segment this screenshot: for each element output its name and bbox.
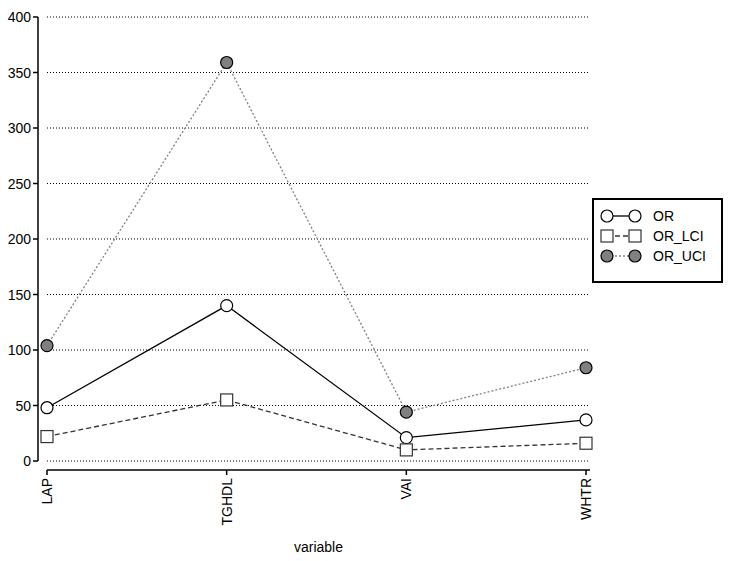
x-axis [47, 469, 590, 471]
series-line [47, 400, 586, 450]
y-tick-label: 400 [8, 9, 32, 25]
data-point [41, 340, 53, 352]
x-tick [46, 470, 48, 475]
chart: 0 50 100 150 200 250 300 350 400 LAP TGHDL VAI WHTR v… [0, 0, 741, 561]
y-tick [33, 72, 38, 74]
y-tick-label: 50 [15, 398, 31, 414]
legend-label: OR_UCI [653, 248, 706, 264]
x-tick-label: LAP [39, 478, 55, 504]
y-tick [33, 405, 38, 407]
legend-marker [629, 250, 641, 262]
y-tick [33, 460, 38, 462]
y-tick-label: 100 [8, 342, 32, 358]
legend-marker [629, 210, 641, 222]
grid-line [47, 128, 590, 129]
x-tick-label: TGHDL [219, 478, 235, 526]
series-line [47, 63, 586, 413]
y-tick [33, 127, 38, 129]
data-point [580, 414, 592, 426]
data-point [400, 406, 412, 418]
y-tick [33, 294, 38, 296]
data-point [580, 362, 592, 374]
y-tick-label: 0 [23, 453, 31, 469]
grid-line [47, 350, 590, 351]
y-tick-label: 200 [8, 231, 32, 247]
legend-marker [629, 230, 641, 242]
plot-area [41, 57, 592, 456]
grid-line [47, 461, 590, 462]
data-point [400, 432, 412, 444]
x-tick-label: VAI [398, 478, 414, 500]
y-tick [33, 238, 38, 240]
y-tick-label: 300 [8, 120, 32, 136]
y-tick-label: 150 [8, 287, 32, 303]
legend [593, 199, 722, 282]
legend-marker [601, 210, 613, 222]
x-tick [226, 470, 228, 475]
x-tick [406, 470, 408, 475]
y-tick [33, 16, 38, 18]
y-tick-label: 250 [8, 176, 32, 192]
grid-line [47, 17, 590, 18]
data-point [41, 431, 53, 443]
grid-line [47, 239, 590, 240]
data-point [221, 57, 233, 69]
grid-line [47, 183, 590, 184]
legend-label: OR_LCI [653, 228, 704, 244]
grid-line [47, 405, 590, 406]
data-point [221, 394, 233, 406]
data-point [221, 300, 233, 312]
y-tick-label: 350 [8, 65, 32, 81]
y-tick [33, 183, 38, 185]
data-point [41, 402, 53, 414]
legend-label: OR [653, 208, 674, 224]
x-axis-label: variable [294, 539, 343, 555]
grid-line [47, 294, 590, 295]
data-point [580, 437, 592, 449]
legend-marker [601, 250, 613, 262]
x-tick-label: WHTR [578, 478, 594, 520]
data-point [400, 444, 412, 456]
x-tick [585, 470, 587, 475]
series-line [47, 306, 586, 438]
y-tick [33, 349, 38, 351]
legend-marker [601, 230, 613, 242]
grid-line [47, 72, 590, 73]
